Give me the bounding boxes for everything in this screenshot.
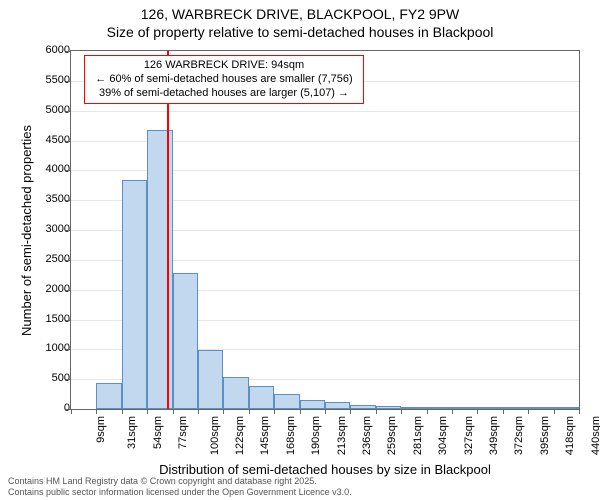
y-ticks: 0500100015002000250030003500400045005000… bbox=[28, 50, 70, 410]
y-tick-mark bbox=[66, 141, 71, 142]
x-tick-mark bbox=[477, 409, 478, 414]
y-tick-mark bbox=[66, 200, 71, 201]
histogram-bar bbox=[122, 180, 147, 409]
chart-title-line1: 126, WARBRECK DRIVE, BLACKPOOL, FY2 9PW bbox=[0, 6, 600, 22]
y-tick-mark bbox=[66, 51, 71, 52]
callout-line2: ← 60% of semi-detached houses are smalle… bbox=[91, 73, 357, 87]
plot-area: 126 WARBRECK DRIVE: 94sqm← 60% of semi-d… bbox=[70, 50, 580, 410]
x-tick-mark bbox=[350, 409, 351, 414]
histogram-bar bbox=[249, 386, 274, 409]
x-tick-label: 122sqm bbox=[234, 416, 246, 455]
histogram-bar bbox=[223, 377, 248, 409]
histogram-bar bbox=[554, 407, 579, 409]
y-tick-label: 2000 bbox=[30, 283, 70, 295]
x-tick-mark bbox=[325, 409, 326, 414]
histogram-bar bbox=[274, 394, 299, 409]
x-tick-mark bbox=[427, 409, 428, 414]
x-tick-label: 213sqm bbox=[336, 416, 348, 455]
x-tick-label: 9sqm bbox=[95, 416, 107, 443]
x-tick-label: 236sqm bbox=[361, 416, 373, 455]
y-tick-mark bbox=[66, 230, 71, 231]
x-tick-label: 304sqm bbox=[437, 416, 449, 455]
x-tick-mark bbox=[579, 409, 580, 414]
histogram-bar bbox=[325, 402, 350, 409]
x-tick-label: 190sqm bbox=[310, 416, 322, 455]
y-tick-mark bbox=[66, 260, 71, 261]
x-tick-mark bbox=[122, 409, 123, 414]
histogram-bar bbox=[401, 407, 426, 409]
x-tick-mark bbox=[173, 409, 174, 414]
x-tick-mark bbox=[274, 409, 275, 414]
footer-attribution: Contains HM Land Registry data © Crown c… bbox=[8, 476, 352, 498]
footer-line1: Contains HM Land Registry data © Crown c… bbox=[8, 476, 352, 487]
y-tick-label: 1500 bbox=[30, 313, 70, 325]
y-tick-label: 6000 bbox=[30, 44, 70, 56]
x-tick-mark bbox=[71, 409, 72, 414]
histogram-bar bbox=[376, 406, 401, 409]
chart-title-line2: Size of property relative to semi-detach… bbox=[0, 24, 600, 40]
histogram-bar bbox=[350, 405, 375, 409]
x-tick-label: 349sqm bbox=[488, 416, 500, 455]
x-tick-mark bbox=[401, 409, 402, 414]
callout-line3: 39% of semi-detached houses are larger (… bbox=[91, 87, 357, 101]
x-tick-mark bbox=[528, 409, 529, 414]
y-tick-label: 3500 bbox=[30, 193, 70, 205]
y-tick-label: 5000 bbox=[30, 104, 70, 116]
y-tick-label: 4000 bbox=[30, 163, 70, 175]
y-tick-label: 4500 bbox=[30, 134, 70, 146]
y-tick-mark bbox=[66, 111, 71, 112]
x-tick-mark bbox=[503, 409, 504, 414]
y-tick-label: 5500 bbox=[30, 74, 70, 86]
y-tick-label: 500 bbox=[30, 372, 70, 384]
callout-line1: 126 WARBRECK DRIVE: 94sqm bbox=[91, 59, 357, 73]
histogram-bar bbox=[503, 407, 528, 409]
chart-container: 126, WARBRECK DRIVE, BLACKPOOL, FY2 9PW … bbox=[0, 0, 600, 500]
y-tick-mark bbox=[66, 81, 71, 82]
callout-box: 126 WARBRECK DRIVE: 94sqm← 60% of semi-d… bbox=[84, 55, 364, 104]
x-tick-label: 100sqm bbox=[209, 416, 221, 455]
x-tick-label: 54sqm bbox=[152, 416, 164, 449]
x-tick-label: 372sqm bbox=[514, 416, 526, 455]
x-tick-label: 31sqm bbox=[126, 416, 138, 449]
y-tick-mark bbox=[66, 290, 71, 291]
x-tick-label: 440sqm bbox=[590, 416, 600, 455]
gridline bbox=[71, 111, 579, 112]
x-tick-mark bbox=[198, 409, 199, 414]
x-tick-label: 395sqm bbox=[539, 416, 551, 455]
x-tick-label: 418sqm bbox=[564, 416, 576, 455]
x-tick-label: 281sqm bbox=[412, 416, 424, 455]
y-tick-label: 3000 bbox=[30, 223, 70, 235]
x-tick-mark bbox=[300, 409, 301, 414]
x-tick-mark bbox=[452, 409, 453, 414]
y-tick-label: 0 bbox=[30, 402, 70, 414]
x-tick-mark bbox=[223, 409, 224, 414]
histogram-bar bbox=[427, 407, 452, 409]
y-tick-label: 1000 bbox=[30, 342, 70, 354]
y-tick-mark bbox=[66, 170, 71, 171]
x-tick-mark bbox=[554, 409, 555, 414]
x-tick-mark bbox=[376, 409, 377, 414]
x-axis-label: Distribution of semi-detached houses by … bbox=[70, 462, 580, 477]
histogram-bar bbox=[477, 407, 502, 409]
x-tick-mark bbox=[147, 409, 148, 414]
x-tick-label: 77sqm bbox=[177, 416, 189, 449]
y-tick-mark bbox=[66, 379, 71, 380]
x-tick-label: 145sqm bbox=[260, 416, 272, 455]
histogram-bar bbox=[198, 350, 223, 409]
histogram-bar bbox=[173, 273, 198, 409]
histogram-bar bbox=[452, 407, 477, 409]
x-tick-label: 168sqm bbox=[285, 416, 297, 455]
histogram-bar bbox=[300, 400, 325, 409]
subject-marker-line bbox=[167, 51, 169, 409]
x-tick-mark bbox=[249, 409, 250, 414]
histogram-bar bbox=[528, 407, 553, 409]
histogram-bar bbox=[96, 383, 121, 409]
footer-line2: Contains public sector information licen… bbox=[8, 487, 352, 498]
y-tick-label: 2500 bbox=[30, 253, 70, 265]
x-tick-label: 327sqm bbox=[463, 416, 475, 455]
y-tick-mark bbox=[66, 320, 71, 321]
y-tick-mark bbox=[66, 349, 71, 350]
x-tick-label: 259sqm bbox=[387, 416, 399, 455]
x-tick-mark bbox=[96, 409, 97, 414]
